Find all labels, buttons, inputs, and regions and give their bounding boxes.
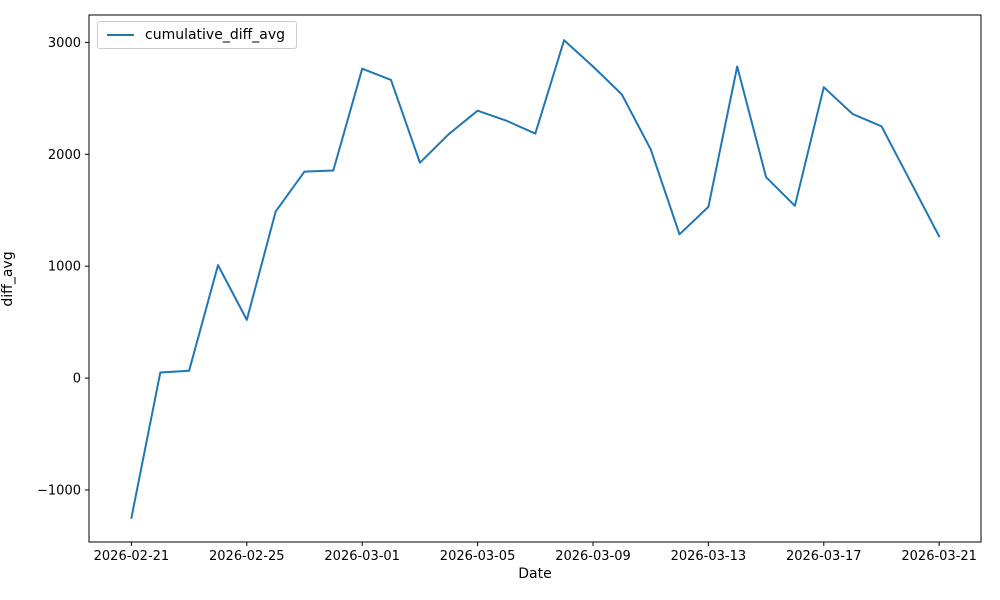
x-tick-label: 2026-03-17 xyxy=(786,549,862,564)
y-tick-label: 2000 xyxy=(48,148,81,163)
x-tick-label: 2026-03-01 xyxy=(324,549,400,564)
x-tick-label: 2026-03-05 xyxy=(440,549,516,564)
axes-spines xyxy=(88,14,982,543)
x-tick-label: 2026-03-13 xyxy=(671,549,747,564)
y-tick-label: −1000 xyxy=(37,483,81,498)
y-tick-label: 3000 xyxy=(48,36,81,51)
data-line-layer xyxy=(130,39,941,519)
legend: cumulative_diff_avg xyxy=(97,21,297,49)
series-line-cumulative_diff_avg xyxy=(130,39,941,519)
x-tick-label: 2026-02-21 xyxy=(94,549,170,564)
axis-ticks: 2026-02-21 2026-02-25 2026-03-01 2026-03-05… xyxy=(37,36,977,564)
x-tick-label: 2026-03-09 xyxy=(555,549,631,564)
x-tick-label: 2026-02-25 xyxy=(209,549,285,564)
y-tick-label: 0 xyxy=(73,372,81,387)
legend-label: cumulative_diff_avg xyxy=(145,27,285,43)
legend-line-icon xyxy=(107,34,134,36)
x-axis-label: Date xyxy=(518,566,552,582)
y-tick-label: 1000 xyxy=(48,260,81,275)
x-tick-label: 2026-03-21 xyxy=(901,549,977,564)
y-axis-label: diff_avg xyxy=(0,251,16,307)
